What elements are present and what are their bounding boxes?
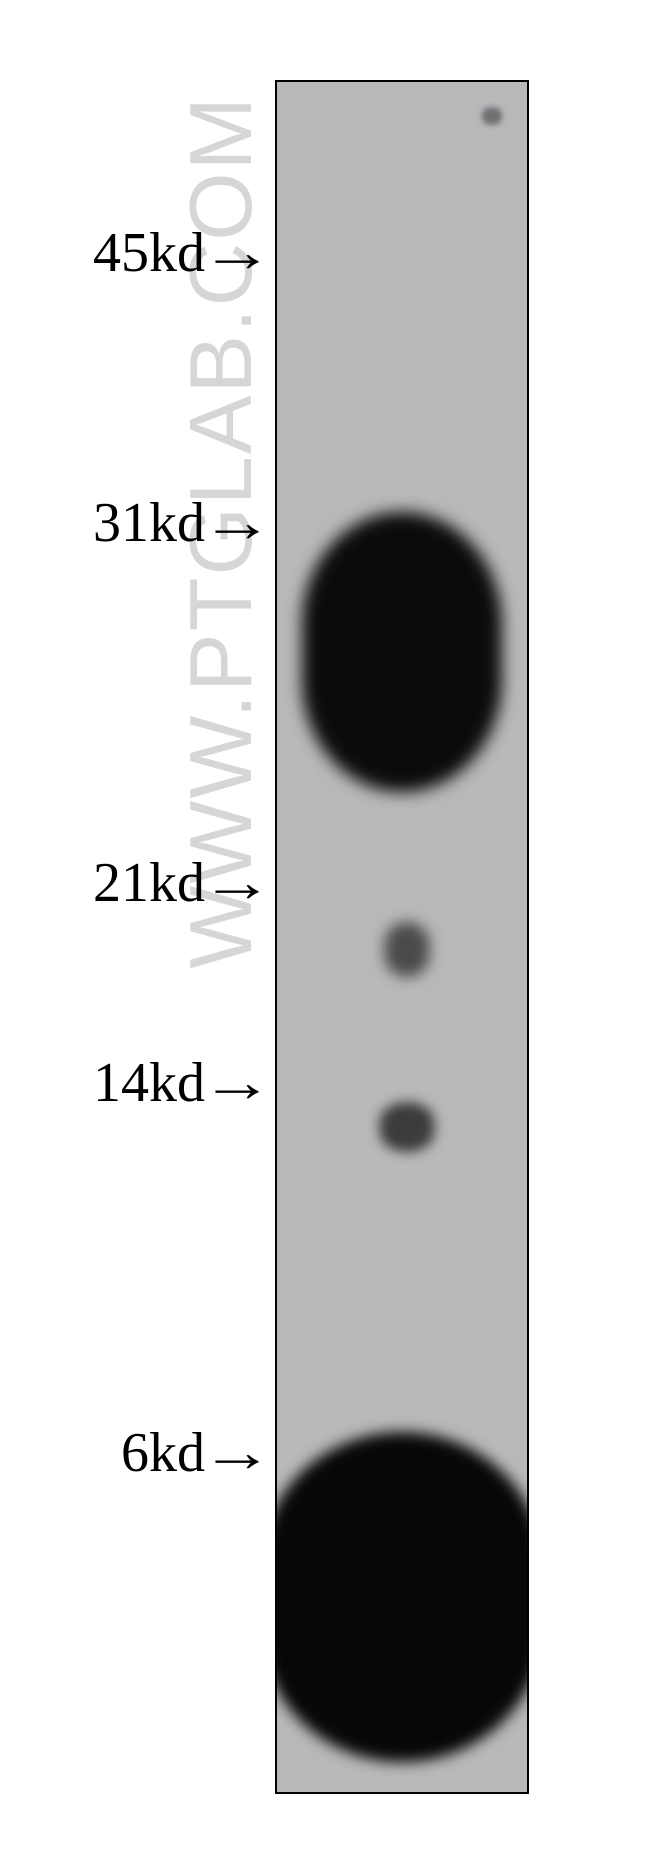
marker-label-45kd: 45kd [93, 225, 205, 281]
western-blot-figure: WWW.PTGLAB.COM 45kd → 31kd → 21kd → 14kd… [0, 0, 650, 1855]
marker-label-14kd: 14kd [93, 1055, 205, 1111]
marker-label-21kd: 21kd [93, 855, 205, 911]
marker-14kd: 14kd → [0, 1055, 265, 1111]
marker-31kd: 31kd → [0, 495, 265, 551]
marker-45kd: 45kd → [0, 225, 265, 281]
band-31kd [302, 512, 502, 792]
arrow-icon: → [201, 855, 274, 911]
marker-label-6kd: 6kd [121, 1425, 205, 1481]
marker-21kd: 21kd → [0, 855, 265, 911]
band-21kd-faint [385, 922, 430, 977]
band-6kd [275, 1432, 529, 1762]
arrow-icon: → [201, 495, 274, 551]
speck-top [482, 107, 502, 125]
arrow-icon: → [201, 1055, 274, 1111]
arrow-icon: → [201, 1425, 274, 1481]
band-14kd-faint [380, 1102, 435, 1152]
marker-label-31kd: 31kd [93, 495, 205, 551]
arrow-icon: → [201, 225, 274, 281]
marker-6kd: 6kd → [0, 1425, 265, 1481]
blot-lane [275, 80, 529, 1794]
